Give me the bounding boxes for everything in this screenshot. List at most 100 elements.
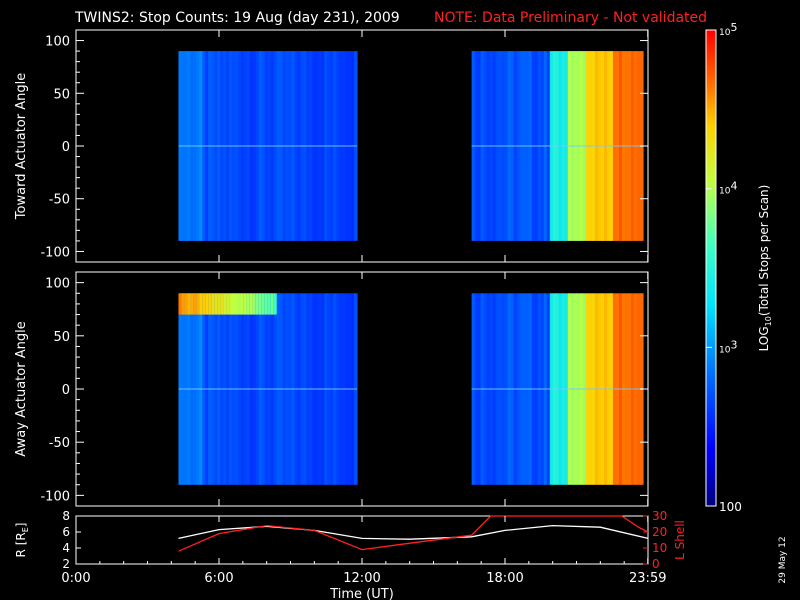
- colorbar-tick-base: 10: [719, 28, 731, 38]
- heatmap-column: [606, 293, 611, 485]
- orbit-left-tick-label: 4: [62, 541, 70, 555]
- heatmap-column: [276, 293, 281, 485]
- heatmap-column: [339, 51, 343, 241]
- heatmap-column: [205, 51, 209, 241]
- heatmap-column: [564, 293, 569, 485]
- y-tick-label: -50: [49, 193, 70, 208]
- heatmap-column: [288, 51, 293, 241]
- heatmap-column: [591, 293, 596, 485]
- heatmap-column: [330, 293, 334, 485]
- heatmap-column: [477, 51, 482, 241]
- heatmap-column: [567, 293, 572, 485]
- y-tick-label: -100: [40, 245, 70, 260]
- heatmap-column: [327, 293, 331, 485]
- heatmap-column: [471, 51, 476, 241]
- heatmap-column: [510, 51, 515, 241]
- heatmap-column: [190, 293, 194, 485]
- heatmap-column: [603, 293, 608, 485]
- heatmap-column: [226, 51, 230, 241]
- heatmap-column: [555, 293, 560, 485]
- orbit-right-tick-label: 30: [652, 509, 667, 523]
- heatmap-column: [315, 51, 319, 241]
- heatmap-column: [576, 293, 581, 485]
- heatmap-column: [220, 293, 224, 485]
- heatmap-column: [561, 51, 566, 241]
- heatmap-column: [270, 293, 275, 485]
- heatmap-column: [519, 293, 524, 485]
- heatmap-column: [585, 51, 590, 241]
- heatmap-zero-line: [178, 145, 357, 147]
- heatmap-column: [312, 293, 316, 485]
- heatmap-column: [555, 51, 560, 241]
- heatmap-column: [276, 51, 281, 241]
- away-y-label: Away Actuator Angle: [14, 321, 29, 456]
- heatmap-column: [516, 293, 521, 485]
- colorbar-tick-exp: 4: [730, 180, 737, 193]
- y-tick-label: 0: [62, 140, 70, 155]
- heatmap-column: [498, 51, 503, 241]
- heatmap-column: [232, 293, 236, 485]
- heatmap-column: [351, 293, 355, 485]
- heatmap-column: [267, 293, 272, 485]
- orbit-left-tick-label: 8: [62, 509, 70, 523]
- orbit-left-label: R [RE]: [14, 523, 30, 558]
- heatmap-band: [187, 293, 191, 315]
- heatmap-column: [622, 293, 626, 485]
- heatmap-band: [211, 293, 215, 315]
- orbit-right-label: L Shell: [673, 520, 687, 560]
- heatmap-column: [333, 51, 337, 241]
- heatmap-column: [279, 293, 284, 485]
- heatmap-column: [609, 293, 614, 485]
- heatmap-column: [513, 51, 518, 241]
- heatmap-band: [273, 293, 278, 315]
- heatmap-column: [333, 293, 337, 485]
- heatmap-column: [564, 51, 569, 241]
- heatmap-column: [543, 51, 548, 241]
- radius-line: [178, 524, 649, 540]
- heatmap-column: [543, 293, 548, 485]
- heatmap-zero-line: [471, 388, 643, 390]
- heatmap-column: [582, 293, 587, 485]
- heatmap-band: [208, 293, 212, 315]
- heatmap-column: [282, 51, 287, 241]
- heatmap-column: [537, 293, 542, 485]
- heatmap-column: [471, 293, 476, 485]
- heatmap-column: [597, 51, 602, 241]
- colorbar-label-post: (Total Stops per Scan): [757, 185, 771, 316]
- heatmap-column: [507, 51, 512, 241]
- x-axis-label: Time (UT): [329, 587, 394, 600]
- heatmap-column: [552, 293, 557, 485]
- toward-panel: 100 50 0 -50 -100 Toward Actuator Angle: [14, 29, 649, 263]
- heatmap-band: [261, 293, 266, 315]
- heatmap-column: [211, 51, 215, 241]
- heatmap-column: [235, 293, 239, 485]
- colorbar-tick-exp: 3: [730, 338, 737, 351]
- heatmap-column: [552, 51, 557, 241]
- orbit-right-axis: 0 10 20 30: [643, 509, 667, 571]
- heatmap-column: [486, 293, 491, 485]
- away-panel: 100 50 0 -50 -100 Away Actuator Angle: [14, 271, 649, 507]
- heatmap-band: [255, 293, 260, 315]
- heatmap-column: [622, 51, 626, 241]
- heatmap-column: [232, 51, 236, 241]
- heatmap-column: [540, 293, 545, 485]
- heatmap-column: [594, 293, 599, 485]
- heatmap-column: [609, 51, 614, 241]
- heatmap-band: [267, 293, 272, 315]
- y-tick-label: 0: [62, 383, 70, 398]
- heatmap-column: [264, 51, 269, 241]
- heatmap-band: [226, 293, 230, 315]
- heatmap-column: [264, 293, 269, 485]
- heatmap-band: [229, 293, 233, 315]
- x-tick-label: 12:00: [343, 571, 380, 586]
- heatmap-band: [193, 293, 197, 315]
- heatmap-column: [324, 293, 328, 485]
- heatmap-column: [202, 51, 206, 241]
- heatmap-column: [634, 293, 638, 485]
- x-tick-label: 23:59: [629, 571, 666, 586]
- heatmap-column: [546, 51, 551, 241]
- heatmap-column: [612, 51, 617, 241]
- heatmap-column: [600, 293, 605, 485]
- colorbar-tick-base: 10: [719, 187, 731, 197]
- lshell-line: [178, 515, 649, 552]
